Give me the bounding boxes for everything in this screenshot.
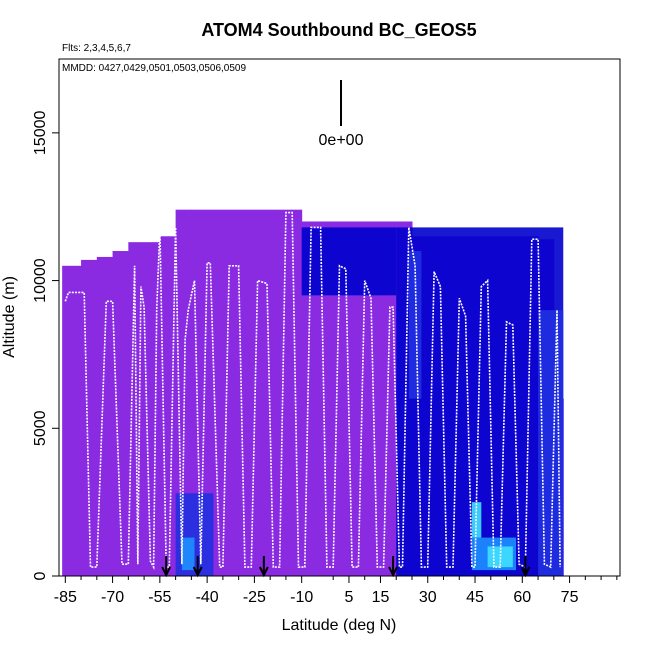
arrow-head [161,566,172,578]
arrow-marker [388,556,398,578]
plot-area [62,209,564,578]
scale-indicator: 0e+00 [319,80,364,149]
x-tick-label: 15 [372,589,390,606]
arrow-head [258,566,269,578]
x-tick-label: -40 [196,589,219,606]
model-region [408,251,422,399]
y-tick-label: 0 [32,571,49,580]
arrow-head [192,566,203,578]
x-tick-label: -55 [148,589,171,606]
model-region [181,537,195,571]
model-column [159,236,177,576]
x-tick-label: -85 [54,589,77,606]
x-tick-label: -25 [243,589,266,606]
x-tick-label: -70 [101,589,124,606]
flight-tracks [64,211,561,571]
model-column [96,256,114,576]
model-column [81,259,98,576]
y-axis-label: Altitude (m) [1,276,18,358]
x-tick-label: 45 [466,589,484,606]
arrow-marker [161,556,172,578]
x-axis: -85 -70 -55 -40 -25 -10 5 15 30 45 60 75 [54,575,618,606]
model-field [62,209,564,576]
y-tick-label: 10000 [32,258,49,303]
flights-label: Flts: 2,3,4,5,6,7 [62,43,131,54]
dates-label: MMDD: 0427,0429,0501,0503,0506,0509 [62,63,246,74]
y-axis: 0 5000 10000 15000 [32,111,60,580]
arrow-marker [520,556,531,578]
arrow-head [388,566,398,578]
arrow-marker [258,556,269,578]
model-column [128,242,161,576]
y-tick-label: 5000 [32,410,49,446]
chart-title: ATOM4 Southbound BC_GEOS5 [201,20,476,40]
x-tick-label: -10 [290,589,313,606]
x-axis-label: Latitude (deg N) [282,617,397,634]
model-column [112,251,129,576]
markers [161,556,531,578]
y-tick-label: 15000 [32,111,49,156]
model-region [487,546,513,568]
x-tick-label: 75 [561,589,579,606]
arrow-marker [192,556,203,578]
model-column [62,265,82,576]
scale-label: 0e+00 [319,132,364,149]
x-tick-label: 60 [513,589,531,606]
model-region [301,227,397,296]
flight-track-line [64,211,561,571]
x-tick-label: 30 [419,589,437,606]
x-tick-label: 5 [345,589,354,606]
arrow-head [520,566,531,578]
